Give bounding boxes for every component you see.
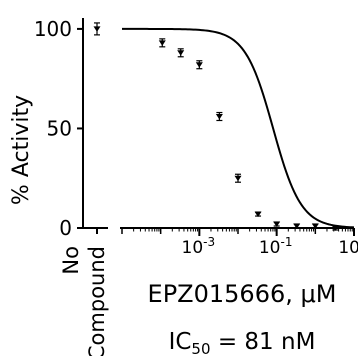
data-point-group [273,221,281,228]
x-tick-label: 101 [338,235,358,258]
data-point-group [331,225,339,231]
data-point [177,50,185,56]
y-tick-label: 0 [59,216,72,240]
data-point [331,225,339,231]
data-point [273,221,281,228]
data-point [234,175,242,182]
chart-marks [93,22,355,231]
ic50-prefix: IC [169,329,192,355]
control-label-line1: No [59,246,83,275]
y-axis-title: % Activity [9,95,34,205]
data-point-group [311,223,319,230]
control-point-group [93,22,101,36]
data-point [158,40,166,46]
ic50-value: = 81 nM [211,329,316,355]
data-point-group [254,211,262,218]
data-point-group [195,60,203,70]
x-tick-label: 10-3 [182,235,216,258]
data-point-group [234,173,242,183]
y-tick-label: 50 [47,116,72,140]
data-point [195,62,203,68]
data-point [254,211,262,218]
ic50-annotation: IC50 = 81 nM [169,329,316,356]
data-point-group [215,111,223,122]
data-point [93,26,101,32]
control-label-line2: Compound [85,246,109,356]
fit-curve [122,27,355,229]
ic50-subscript: 50 [191,340,210,356]
data-point [293,223,301,230]
x-tick-label: 10-1 [259,235,293,258]
data-point-group [293,223,301,230]
data-point-group [158,38,166,48]
data-point [311,223,319,230]
x-axis-title: EPZ015666, μM [148,280,337,308]
axes: 0 50 100 10-3 10-1 101 [34,17,358,258]
data-point-group [177,48,185,58]
data-point [215,114,223,120]
y-tick-label: 100 [34,17,72,41]
